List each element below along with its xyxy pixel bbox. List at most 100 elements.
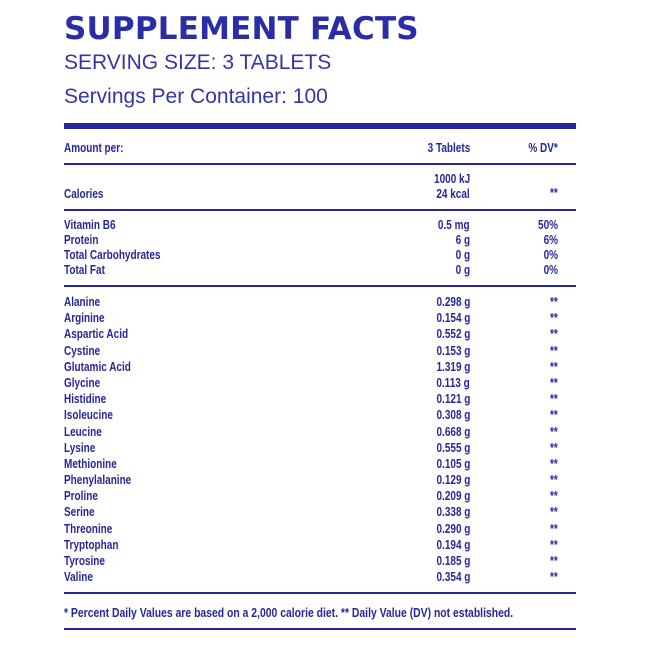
row-dv: ** [550,521,558,536]
thick-divider [64,123,576,129]
row-name: Glycine [64,375,101,390]
amino-acid-row: Histidine 0.121 g ** [64,391,576,407]
row-name: Total Carbohydrates [64,248,161,262]
amount-per-header: Amount per: [64,141,124,155]
row-dv: ** [550,424,558,439]
row-amount: 0.129 g [436,473,470,488]
row-dv: ** [550,456,558,471]
row-dv: ** [550,489,558,504]
row-amount: 0.5 mg [438,218,470,232]
row-name: Alanine [64,295,101,309]
bottom-divider [64,628,576,631]
row-dv: ** [550,440,558,455]
calories-label: Calories [64,187,104,201]
row-dv: 50% [537,218,558,232]
row-dv: ** [550,375,558,390]
row-amount: 0.153 g [436,343,470,358]
nutrient-row: Protein 6 g 6% [64,233,576,248]
row-name: Lysine [64,440,96,455]
row-name: Methionine [64,456,117,471]
row-amount: 0 g [455,263,470,277]
nutrient-row: Total Fat 0 g 0% [64,263,576,278]
row-amount: 0.209 g [436,489,470,504]
amino-acid-row: Proline 0.209 g ** [64,488,576,504]
row-amount: 0.668 g [436,424,470,439]
nutrient-row: Total Carbohydrates 0 g 0% [64,248,576,263]
row-name: Serine [64,505,95,520]
amino-acid-row: Threonine 0.290 g ** [64,521,576,537]
row-amount: 0.308 g [436,408,470,423]
row-name: Glutamic Acid [64,359,131,374]
row-amount: 0.298 g [436,295,470,309]
amino-acid-row: Tryptophan 0.194 g ** [64,537,576,553]
row-name: Phenylalanine [64,473,132,488]
servings-per-container: Servings Per Container: 100 [64,85,328,108]
amino-acid-row: Isoleucine 0.308 g ** [64,407,576,423]
footnote: * Percent Daily Values are based on a 2,… [64,605,514,621]
row-dv: ** [550,505,558,520]
column-header-row: Amount per: 3 Tablets % DV* [64,133,576,163]
row-name: Threonine [64,521,113,536]
row-dv: ** [550,570,558,585]
amino-acid-row: Valine 0.354 g ** [64,569,576,585]
calories-kj: 1000 kJ [433,172,470,186]
amino-acid-row: Glutamic Acid 1.319 g ** [64,359,576,375]
amino-acid-row: Tyrosine 0.185 g ** [64,553,576,569]
row-name: Valine [64,570,93,585]
row-dv: ** [550,554,558,568]
panel-title: SUPPLEMENT FACTS [64,11,419,47]
row-amount: 0.290 g [436,521,470,536]
row-amount: 6 g [455,233,470,247]
divider [64,592,576,595]
amino-acid-row: Phenylalanine 0.129 g ** [64,472,576,488]
row-name: Tryptophan [64,537,119,552]
row-dv: ** [550,359,558,374]
divider [64,163,576,165]
serving-header: 3 Tablets [427,141,470,155]
nutrient-row: Vitamin B6 0.5 mg 50% [64,218,576,233]
amino-acid-row: Aspartic Acid 0.552 g ** [64,326,576,342]
row-amount: 0.154 g [436,311,470,326]
serving-size: SERVING SIZE: 3 TABLETS [64,51,332,74]
row-name: Total Fat [64,263,105,277]
row-name: Proline [64,489,98,504]
row-amount: 0.113 g [436,375,470,390]
row-dv: ** [550,295,558,309]
divider [64,285,576,287]
row-dv: 0% [543,248,558,262]
amino-acid-row: Glycine 0.113 g ** [64,375,576,391]
row-amount: 0.194 g [436,537,470,552]
row-amount: 0.105 g [436,456,470,471]
row-name: Leucine [64,424,102,439]
row-amount: 0.338 g [436,505,470,520]
row-name: Tyrosine [64,554,105,568]
row-dv: ** [550,343,558,358]
row-dv: 0% [543,263,558,277]
row-dv: ** [550,473,558,488]
row-dv: 6% [543,233,558,247]
row-amount: 0.555 g [436,440,470,455]
row-name: Histidine [64,392,107,407]
dv-header: % DV* [528,141,558,155]
amino-acid-row: Lysine 0.555 g ** [64,440,576,456]
row-amount: 0.552 g [436,327,470,342]
row-dv: ** [550,311,558,326]
amino-acid-row: Methionine 0.105 g ** [64,456,576,472]
row-amount: 0.185 g [436,554,470,568]
row-dv: ** [550,327,558,342]
supplement-facts-panel: SUPPLEMENT FACTS SERVING SIZE: 3 TABLETS… [64,10,576,631]
divider [64,209,576,211]
row-dv: ** [550,537,558,552]
amino-acid-row: Arginine 0.154 g ** [64,310,576,326]
row-name: Cystine [64,343,101,358]
amino-acid-row: Alanine 0.298 g ** [64,294,576,310]
calories-dv: ** [550,186,558,200]
row-dv: ** [550,392,558,407]
row-name: Aspartic Acid [64,327,129,342]
amino-acid-row: Leucine 0.668 g ** [64,424,576,440]
row-amount: 0.354 g [436,570,470,585]
row-dv: ** [550,408,558,423]
row-amount: 0 g [455,248,470,262]
amino-acids-section: Alanine 0.298 g ** Arginine 0.154 g ** Asparti… [64,287,576,592]
amino-acid-row: Cystine 0.153 g ** [64,343,576,359]
